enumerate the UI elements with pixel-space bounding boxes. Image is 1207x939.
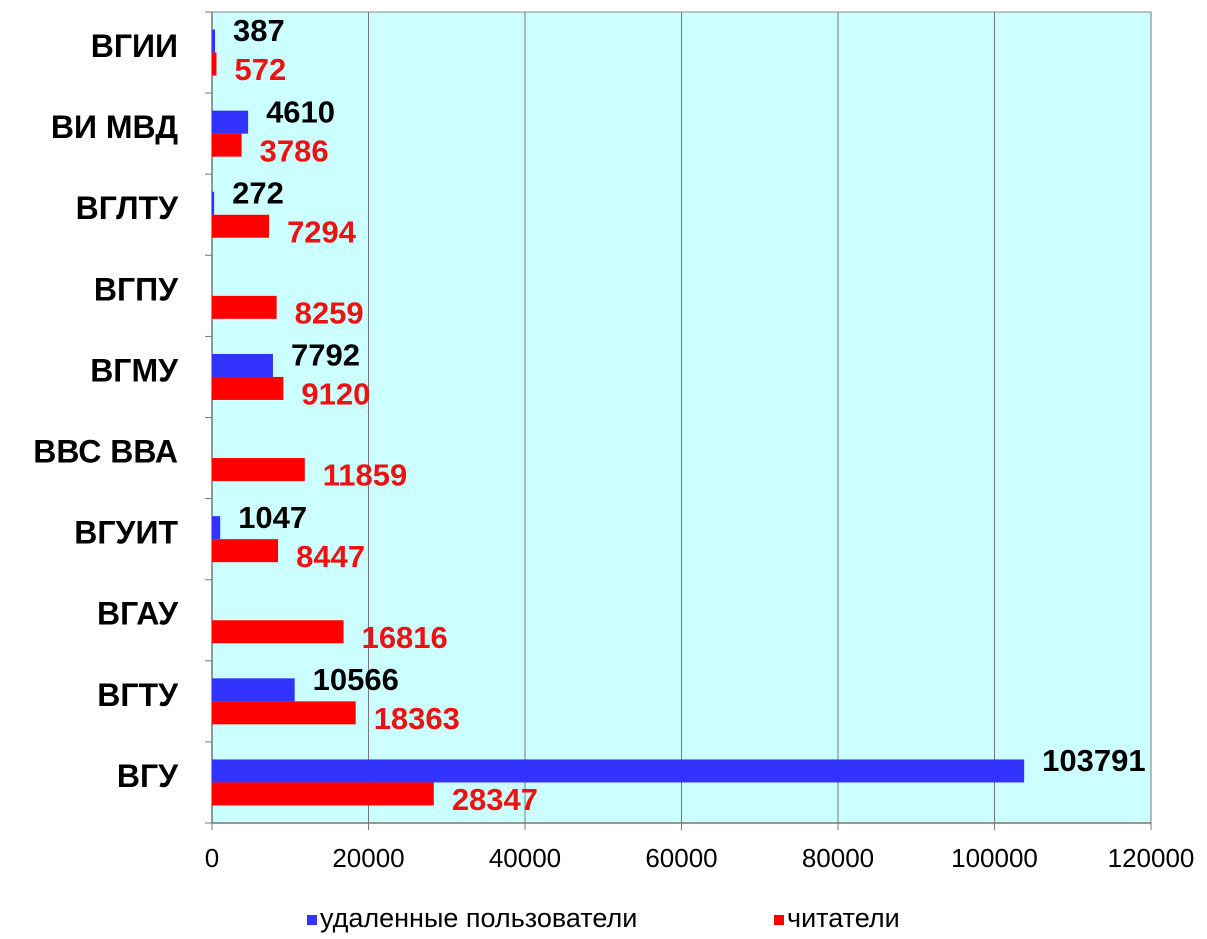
x-tick-label: 120000	[1108, 843, 1195, 873]
bar	[212, 620, 344, 644]
bar	[212, 678, 295, 702]
y-tick-label: ВГИИ	[91, 28, 178, 64]
bar	[212, 191, 215, 215]
x-tick-label: 100000	[951, 843, 1038, 873]
x-tick-label: 80000	[802, 843, 874, 873]
bar	[212, 52, 217, 76]
y-tick-label: ВВС ВВА	[33, 434, 178, 470]
y-tick-label: ВГПУ	[94, 271, 179, 307]
y-tick-label: ВГУИТ	[74, 515, 178, 551]
value-label: 572	[234, 52, 286, 87]
value-label: 7792	[291, 338, 360, 373]
bar	[212, 376, 284, 400]
x-tick-label: 40000	[489, 843, 561, 873]
value-label: 10566	[313, 662, 399, 697]
value-label: 28347	[452, 782, 538, 817]
bar	[212, 539, 279, 563]
y-tick-label: ВИ МВД	[51, 109, 178, 145]
value-label: 16816	[362, 620, 448, 655]
value-label: 8447	[296, 539, 365, 574]
value-label: 3786	[260, 133, 329, 168]
bar	[212, 353, 273, 377]
bar	[212, 458, 305, 482]
value-label: 8259	[295, 296, 364, 331]
y-tick-label: ВГТУ	[97, 677, 179, 713]
bar	[212, 29, 216, 53]
bar	[212, 110, 249, 134]
bar	[212, 295, 277, 319]
bar	[212, 214, 270, 238]
x-tick-label: 60000	[645, 843, 717, 873]
value-label: 11859	[323, 458, 408, 493]
y-tick-label: ВГУ	[117, 758, 179, 794]
y-tick-label: ВГЛТУ	[76, 190, 179, 226]
bar	[212, 701, 356, 725]
value-label: 103791	[1042, 743, 1145, 778]
value-label: 387	[233, 13, 285, 48]
legend-label: читатели	[787, 903, 900, 933]
value-label: 9120	[301, 377, 370, 412]
value-label: 7294	[287, 214, 357, 249]
bar	[212, 133, 242, 157]
bar	[212, 516, 221, 540]
value-label: 4610	[266, 94, 335, 129]
bar	[212, 782, 434, 806]
bar	[212, 759, 1025, 783]
y-tick-label: ВГАУ	[97, 596, 179, 632]
x-tick-label: 0	[205, 843, 219, 873]
x-tick-label: 20000	[332, 843, 404, 873]
legend-swatch	[307, 915, 317, 925]
value-label: 18363	[374, 701, 460, 736]
y-tick-label: ВГМУ	[90, 352, 179, 388]
legend-swatch	[774, 915, 784, 925]
legend-label: удаленные пользователи	[320, 903, 637, 933]
value-label: 1047	[238, 500, 307, 535]
value-label: 272	[232, 175, 284, 210]
